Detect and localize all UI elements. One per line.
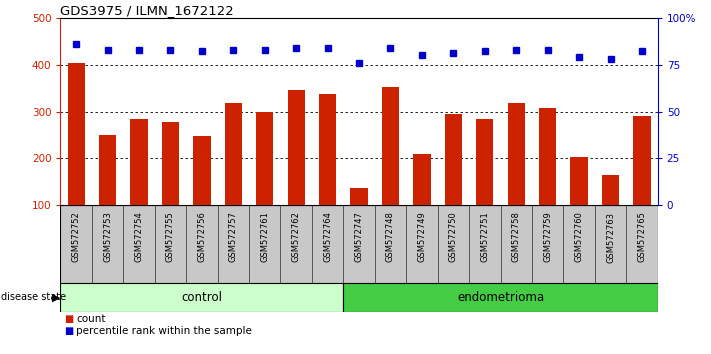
Text: GSM572756: GSM572756 — [198, 212, 206, 262]
Bar — [539, 108, 556, 252]
Bar — [193, 136, 210, 252]
Bar — [99, 135, 116, 252]
Bar — [413, 154, 431, 252]
Text: ▶: ▶ — [52, 292, 60, 302]
Bar — [287, 90, 305, 252]
Text: GSM572753: GSM572753 — [103, 212, 112, 262]
Text: GSM572748: GSM572748 — [386, 212, 395, 262]
Text: GSM572764: GSM572764 — [323, 212, 332, 262]
Bar — [444, 114, 462, 252]
Bar — [225, 103, 242, 252]
Text: disease state: disease state — [1, 292, 66, 302]
Text: endometrioma: endometrioma — [457, 291, 544, 304]
Bar — [60, 283, 343, 312]
Text: GDS3975 / ILMN_1672122: GDS3975 / ILMN_1672122 — [60, 4, 234, 17]
Text: GSM572755: GSM572755 — [166, 212, 175, 262]
Bar — [256, 113, 274, 252]
Bar — [319, 94, 336, 252]
Bar — [476, 119, 493, 252]
Text: ■: ■ — [64, 326, 73, 336]
Bar — [602, 175, 619, 252]
Text: ■: ■ — [64, 314, 73, 324]
Text: GSM572762: GSM572762 — [292, 212, 301, 262]
Text: count: count — [76, 314, 105, 324]
Text: GSM572763: GSM572763 — [606, 212, 615, 263]
Text: GSM572750: GSM572750 — [449, 212, 458, 262]
Bar — [351, 188, 368, 252]
Text: GSM572757: GSM572757 — [229, 212, 237, 262]
Text: GSM572747: GSM572747 — [355, 212, 363, 262]
Text: GSM572751: GSM572751 — [481, 212, 489, 262]
Text: control: control — [181, 291, 223, 304]
Bar — [343, 283, 658, 312]
Bar — [570, 157, 588, 252]
Text: GSM572760: GSM572760 — [574, 212, 584, 262]
Text: GSM572759: GSM572759 — [543, 212, 552, 262]
Text: GSM572761: GSM572761 — [260, 212, 269, 262]
Bar — [634, 116, 651, 252]
Text: GSM572758: GSM572758 — [512, 212, 520, 262]
Text: percentile rank within the sample: percentile rank within the sample — [76, 326, 252, 336]
Bar — [68, 63, 85, 252]
Bar — [382, 87, 399, 252]
Text: GSM572752: GSM572752 — [72, 212, 80, 262]
Bar — [508, 103, 525, 252]
Text: GSM572765: GSM572765 — [638, 212, 646, 262]
Bar — [162, 122, 179, 252]
Bar — [130, 120, 148, 252]
Text: GSM572754: GSM572754 — [134, 212, 144, 262]
Text: GSM572749: GSM572749 — [417, 212, 427, 262]
